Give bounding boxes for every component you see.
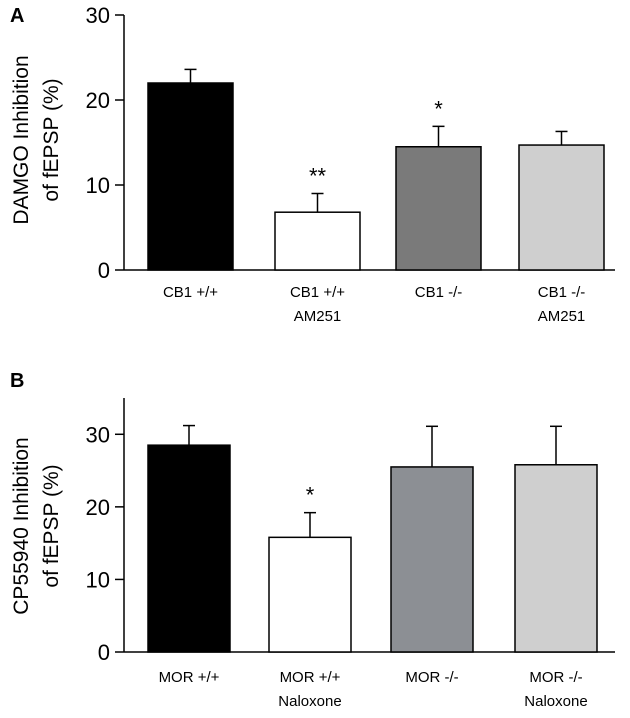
x-tick-label: CB1 +/+ (290, 284, 345, 301)
y-tick-label: 10 (86, 567, 110, 592)
significance-marker: ** (309, 164, 327, 189)
bar (390, 466, 474, 653)
significance-marker: * (306, 483, 315, 508)
x-tick-label: AM251 (538, 308, 586, 325)
panel-letter: A (10, 5, 24, 27)
bar (514, 464, 598, 653)
bar (147, 444, 231, 653)
x-tick-label: MOR -/- (529, 669, 582, 686)
y-tick-label: 20 (86, 88, 110, 113)
chart-panel-a: A 0 10 20 30 DAMGO Inhibition of fEPSP (%) CB1 … (10, 3, 615, 325)
y-axis-label-line: of fEPSP (%) (40, 78, 63, 201)
x-tick-label: MOR -/- (405, 669, 458, 686)
bar (268, 536, 352, 653)
x-tick-label: AM251 (294, 308, 342, 325)
y-axis-label-line: DAMGO Inhibition (10, 55, 33, 224)
y-axis-label-line: CP55940 Inhibition (10, 437, 33, 614)
significance-marker: * (434, 96, 443, 121)
x-tick-label: CB1 +/+ (163, 284, 218, 301)
y-axis-label-line: of fEPSP (%) (40, 464, 63, 587)
x-tick-label: Naloxone (524, 693, 587, 710)
y-axis-label: DAMGO Inhibition of fEPSP (%) (10, 55, 63, 224)
bar (147, 82, 234, 271)
x-tick-label: CB1 -/- (415, 284, 463, 301)
bar (395, 146, 482, 271)
bar (518, 144, 605, 271)
x-tick-label: CB1 -/- (538, 284, 586, 301)
y-tick-label: 20 (86, 495, 110, 520)
y-tick-label: 0 (98, 258, 110, 283)
y-tick-label: 30 (86, 422, 110, 447)
chart-panel-b: B 0 10 20 30 CP55940 Inhibition of fEPSP (%) MO… (10, 370, 615, 710)
panel-letter: B (10, 370, 24, 392)
x-tick-label: Naloxone (278, 693, 341, 710)
x-tick-label: MOR +/+ (159, 669, 220, 686)
x-tick-label: MOR +/+ (280, 669, 341, 686)
y-tick-label: 10 (86, 173, 110, 198)
y-tick-label: 0 (98, 640, 110, 665)
bar (274, 211, 361, 271)
y-axis-label: CP55940 Inhibition of fEPSP (%) (10, 437, 63, 614)
y-tick-label: 30 (86, 3, 110, 28)
